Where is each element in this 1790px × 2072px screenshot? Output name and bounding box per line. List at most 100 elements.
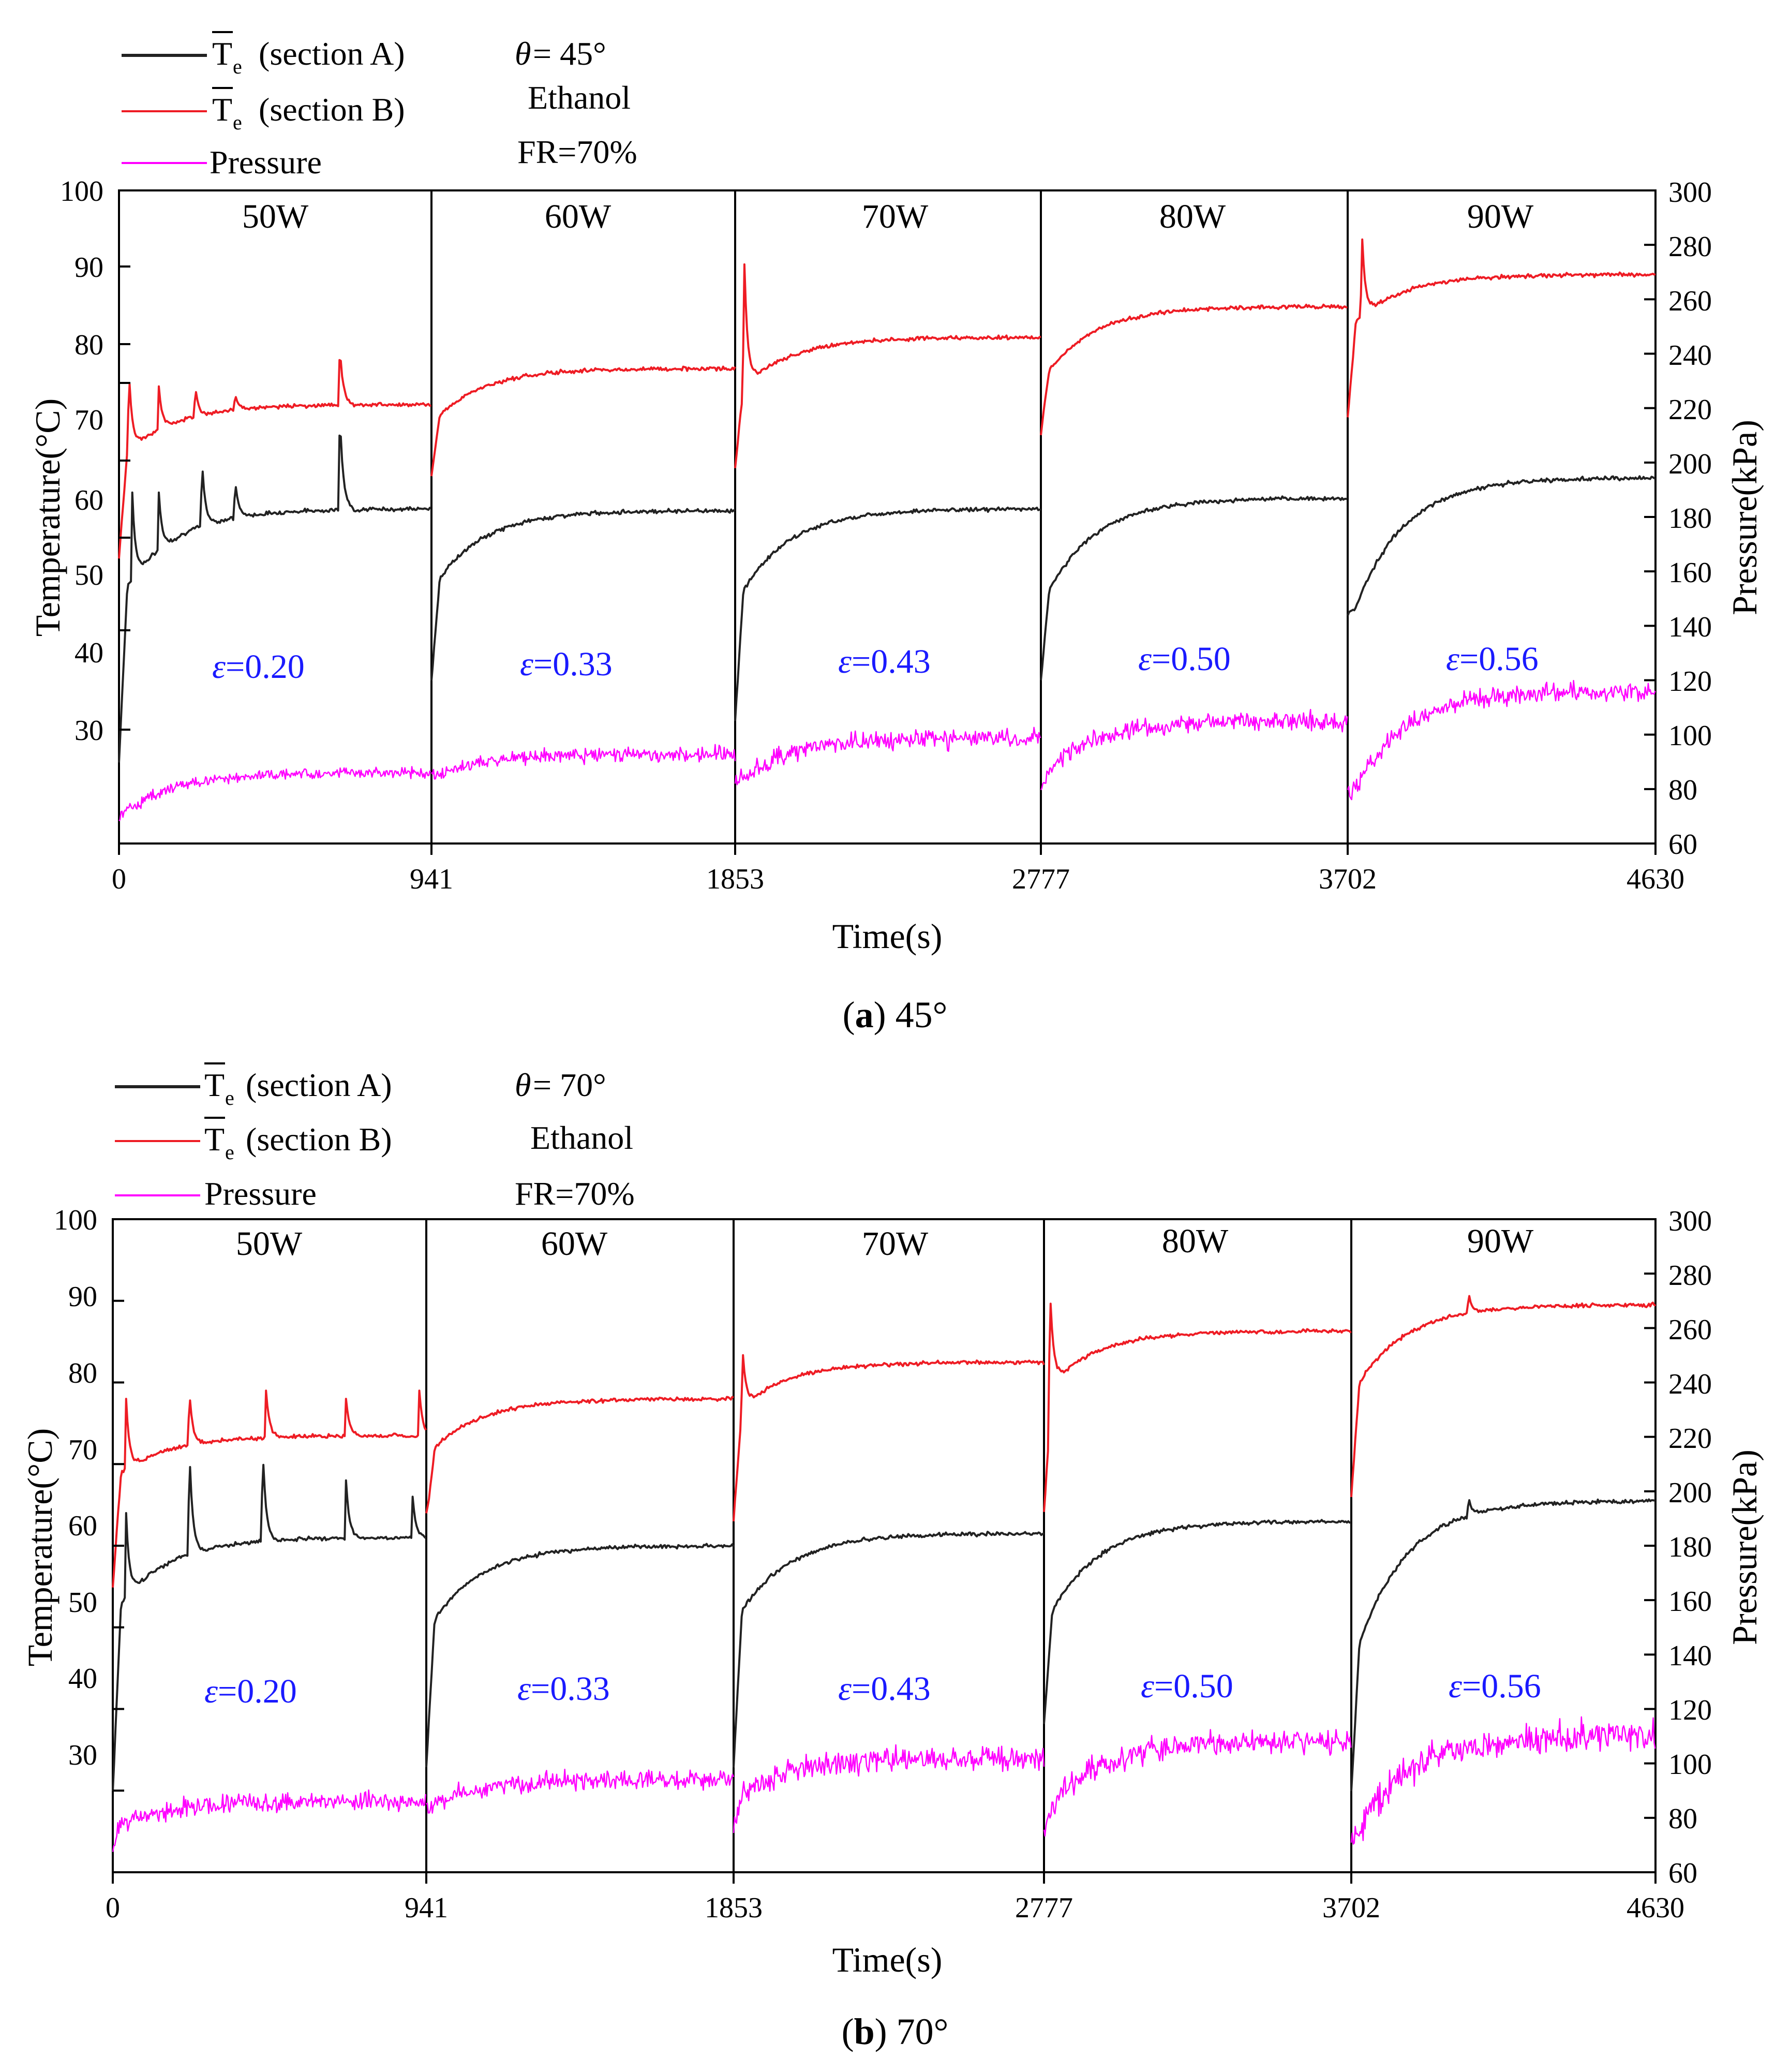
pressuresegment-4 [1043,1729,1352,1837]
plot-area: 50W 60W 70W 80W 90W ε=0.20 ε=0.33 ε=0.43… [118,189,1657,845]
te-section-a-segment-5 [1347,475,1656,616]
legend-label-section-a: T e (section A) [204,1062,392,1109]
plot-frame [118,189,1657,845]
x-tick-label: 2777 [1015,1892,1073,1924]
te-section-a-segment-1 [118,434,432,763]
y-tick-label: 60 [74,484,103,516]
epsilon-label-5: ε=0.56 [1446,640,1539,678]
epsilon-label-4: ε=0.50 [1141,1667,1233,1705]
svg-text:e: e [225,1086,234,1109]
x-tick-label: 0 [112,863,126,895]
legend-label-section-b: T e (section B) [212,87,405,134]
svg-text:T: T [204,1121,225,1158]
y-tick-label: 40 [68,1663,97,1695]
svg-text:T: T [212,91,232,128]
series-section-b [118,238,1656,559]
y-tick-label: 90 [68,1281,97,1313]
te-section-b-segment-1 [118,359,431,559]
te-section-a-segment-4 [1040,495,1348,680]
te-section-b-segment-1 [112,1389,427,1588]
te-section-a-segment-3 [734,506,1041,721]
x-tick-label: 1853 [706,863,764,895]
y-axis-left-title: Temperature(°C) [20,1428,59,1666]
x-tick-label: 1853 [705,1892,763,1924]
x-axis: 0 941 1853 2777 3702 4630 Time(s) [112,843,1684,956]
test-conditions: θ = 45° Ethanol FR=70% [515,35,637,170]
pressuresegment-1 [118,766,431,822]
theta-symbol: θ [515,1067,531,1103]
power-label-90w: 90W [1467,198,1534,235]
power-label-80w: 80W [1159,198,1226,235]
theta-symbol: θ [515,35,531,72]
y2-tick-label: 220 [1668,394,1712,426]
x-tick-label: 941 [405,1892,448,1924]
y2-tick-label: 200 [1668,448,1712,480]
y-tick-label: 30 [74,715,103,747]
y2-tick-label: 160 [1668,557,1712,589]
x-tick-label: 3702 [1322,1892,1380,1924]
y2-tick-label: 200 [1668,1477,1712,1509]
y-axis-left-title: Temperature(°C) [28,398,67,637]
svg-text:e: e [233,111,242,134]
y2-tick-label: 260 [1668,285,1712,317]
fill-ratio-label: FR=70% [517,134,637,170]
y-axis-right: 60 80 100 120 140 160 180 200 220 240 26… [1644,176,1764,861]
series-section-a [118,434,1656,763]
x-axis-title: Time(s) [832,1940,943,1979]
te-section-a-segment-2 [430,508,736,681]
panel-70deg: T e (section A) T e (section B) Pressure… [20,1062,1764,2052]
theta-value: = 70° [533,1067,606,1103]
svg-text:e: e [225,1141,234,1164]
te-section-b-segment-5 [1350,1295,1657,1498]
y2-tick-label: 300 [1668,1205,1712,1237]
x-axis: 0 941 1853 2777 3702 4630 Time(s) [106,1872,1684,1979]
legend-label-section-b: T e (section B) [204,1117,392,1164]
epsilon-label-2: ε=0.33 [517,1670,610,1708]
pressuresegment-2 [426,1768,735,1814]
te-section-b-segment-2 [425,1396,734,1514]
legend-label-pressure: Pressure [204,1175,317,1212]
y-tick-label: 50 [68,1587,97,1619]
y-tick-label: 100 [54,1204,97,1236]
x-axis-title: Time(s) [832,916,943,956]
y-tick-label: 70 [74,404,103,436]
te-section-b-segment-3 [733,1354,1045,1522]
svg-text:(section B): (section B) [246,1121,392,1158]
y2-tick-label: 140 [1668,611,1712,643]
y2-tick-label: 100 [1668,720,1712,752]
y-tick-label: 100 [60,175,103,208]
legend: T e (section A) T e (section B) Pressure [122,31,405,181]
y-axis-left: 30 40 50 60 70 80 90 100 Temperature(°C) [28,175,130,747]
svg-text:(section B): (section B) [259,91,405,128]
y2-tick-label: 80 [1668,1803,1697,1835]
epsilon-label-2: ε=0.33 [520,645,613,683]
epsilon-label-3: ε=0.43 [838,643,931,680]
y-tick-label: 80 [68,1357,97,1389]
fill-ratio-label: FR=70% [515,1175,635,1212]
te-section-a-segment-1 [112,1463,427,1792]
y2-tick-label: 280 [1668,1260,1712,1292]
y-axis-right-title: Pressure(kPa) [1725,420,1764,615]
te-section-b-segment-4 [1043,1303,1352,1512]
legend-label-section-a: T e (section A) [212,31,405,78]
y2-tick-label: 120 [1668,1694,1712,1726]
y-tick-label: 70 [68,1434,97,1466]
y-axis-left: 30 40 50 60 70 80 90 100 Temperature(°C) [20,1204,124,1792]
fluid-label: Ethanol [530,1119,633,1156]
caption-a: (a) 45° [843,994,948,1035]
x-tick-label: 941 [410,863,453,895]
y2-tick-label: 180 [1668,502,1712,535]
te-section-a-segment-2 [425,1543,735,1768]
y-tick-label: 90 [74,251,103,284]
te-section-a-segment-4 [1043,1519,1351,1724]
y-tick-label: 80 [74,329,103,361]
te-section-b-segment-3 [734,263,1041,468]
plot-area: 50W 60W 70W 80W 90W ε=0.20 ε=0.33 ε=0.43… [112,1218,1657,1873]
y2-tick-label: 220 [1668,1423,1712,1455]
series-section-a [112,1463,1656,1792]
y2-tick-label: 260 [1668,1314,1712,1346]
y2-tick-label: 300 [1668,176,1712,209]
y2-tick-label: 280 [1668,231,1712,263]
y2-tick-label: 100 [1668,1749,1712,1781]
